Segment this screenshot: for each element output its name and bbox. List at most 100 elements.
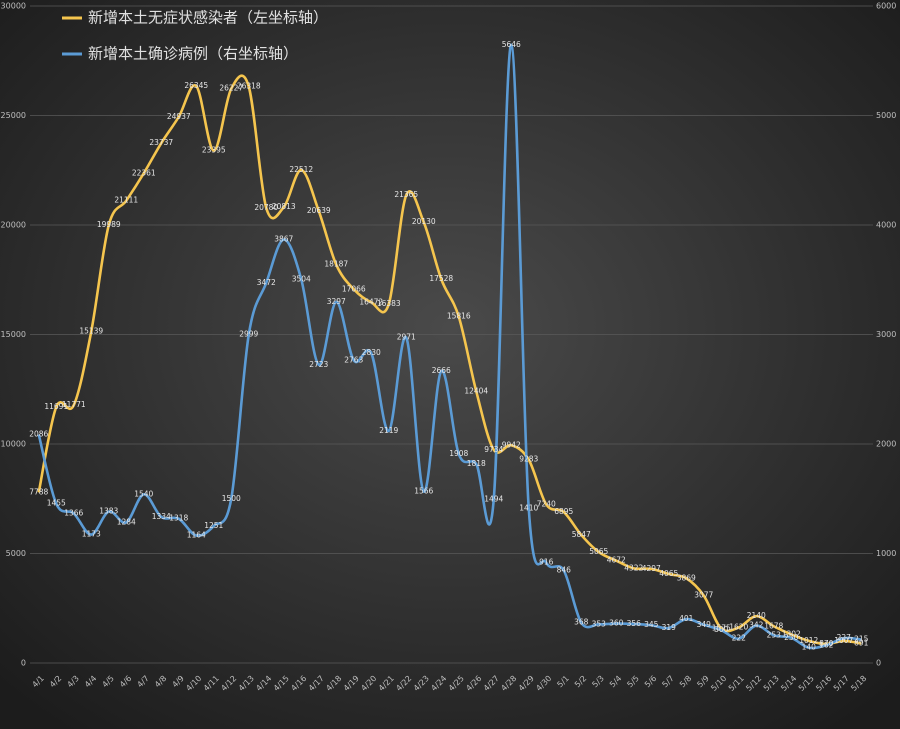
data-label: 24937 <box>167 112 191 121</box>
data-label: 19989 <box>97 220 121 229</box>
data-label: 22512 <box>289 165 313 174</box>
data-label: 222 <box>732 634 747 643</box>
data-label: 5646 <box>502 40 521 49</box>
data-label: 20639 <box>307 206 331 215</box>
data-label: 2830 <box>362 348 381 357</box>
data-label: 3869 <box>677 573 696 582</box>
series-line <box>37 74 862 646</box>
data-label: 15139 <box>79 326 103 335</box>
data-label: 1575 <box>712 624 731 633</box>
data-label: 1494 <box>484 494 503 503</box>
y2-tick-label: 3000 <box>876 330 896 339</box>
data-label: 1566 <box>414 487 433 496</box>
data-label: 1540 <box>134 489 153 498</box>
y2-tick-label: 5000 <box>876 111 896 120</box>
data-label: 11691 <box>44 402 68 411</box>
data-label: 3472 <box>257 278 276 287</box>
data-label: 23737 <box>149 138 173 147</box>
data-label: 353 <box>592 619 607 628</box>
legend-label: 新增本土确诊病例（右坐标轴） <box>88 45 298 63</box>
data-label: 9734 <box>484 445 503 454</box>
data-label: 300 <box>714 625 729 634</box>
data-label: 162 <box>819 640 834 649</box>
data-label: 16383 <box>377 299 401 308</box>
data-label: 401 <box>679 614 694 623</box>
legend: 新增本土无症状感染者（左坐标轴） 新增本土确诊病例（右坐标轴） <box>62 9 328 63</box>
data-label: 6895 <box>554 507 573 516</box>
data-label: 1678 <box>764 621 783 630</box>
data-label: 1818 <box>467 459 486 468</box>
y-tick-label: 20000 <box>1 221 26 230</box>
data-label: 2971 <box>397 333 416 342</box>
data-label: 1410 <box>519 504 538 513</box>
data-label: 15816 <box>447 312 471 321</box>
data-label: 230 <box>784 633 799 642</box>
data-label: 22361 <box>132 168 156 177</box>
data-label: 253 <box>767 630 782 639</box>
data-label: 846 <box>557 565 572 574</box>
data-label: 349 <box>697 620 712 629</box>
data-label: 2666 <box>432 366 451 375</box>
data-label: 3504 <box>292 274 311 283</box>
data-label: 891 <box>854 638 869 647</box>
data-label: 140 <box>802 643 817 652</box>
data-label: 2763 <box>344 355 363 364</box>
y2-tick-label: 6000 <box>876 2 896 11</box>
data-label: 26318 <box>237 82 261 91</box>
y-tick-label: 25000 <box>1 111 26 120</box>
data-label: 4672 <box>607 556 626 565</box>
y2-tick-label: 0 <box>876 659 881 668</box>
y-tick-label: 15000 <box>1 330 26 339</box>
data-label: 916 <box>539 558 554 567</box>
data-label: 20130 <box>412 217 436 226</box>
data-label: 1164 <box>187 531 206 540</box>
series-line <box>37 43 862 650</box>
y2-tick-label: 4000 <box>876 221 896 230</box>
data-label: 18187 <box>324 260 348 269</box>
data-label: 7788 <box>29 487 48 496</box>
data-label: 20813 <box>272 202 296 211</box>
y-tick-label: 0 <box>21 659 26 668</box>
data-label: 1500 <box>222 494 241 503</box>
data-label: 2999 <box>239 330 258 339</box>
data-label: 368 <box>574 618 589 627</box>
data-label: 360 <box>609 619 624 628</box>
data-label: 16472 <box>359 297 383 306</box>
data-label: 1012 <box>799 636 818 645</box>
data-label: 3077 <box>694 591 713 600</box>
data-label: 1334 <box>152 512 171 521</box>
data-label: 4322 <box>624 563 643 572</box>
data-label: 345 <box>644 620 659 629</box>
data-label: 1173 <box>82 530 101 539</box>
data-label: 319 <box>662 623 677 632</box>
data-label: 21365 <box>394 190 418 199</box>
data-label: 9942 <box>502 440 521 449</box>
data-label: 2086 <box>29 430 48 439</box>
data-label: 26227 <box>219 84 243 93</box>
data-label: 227 <box>837 633 852 642</box>
data-label: 1284 <box>117 517 136 526</box>
data-label: 11771 <box>62 400 86 409</box>
y-tick-label: 5000 <box>6 549 26 558</box>
data-label: 17066 <box>342 284 366 293</box>
data-label: 20780 <box>254 203 278 212</box>
data-label: 2119 <box>379 426 398 435</box>
data-label: 4297 <box>642 564 661 573</box>
data-label: 12404 <box>464 386 488 395</box>
data-label: 356 <box>627 619 642 628</box>
data-label: 1908 <box>449 449 468 458</box>
data-label: 5847 <box>572 530 591 539</box>
data-label: 26345 <box>184 81 208 90</box>
y-tick-label: 30000 <box>1 2 26 11</box>
data-label: 870 <box>819 639 834 648</box>
data-label: 2723 <box>309 360 328 369</box>
y2-tick-label: 1000 <box>876 549 896 558</box>
data-label: 17528 <box>429 274 453 283</box>
plot <box>37 43 862 650</box>
data-label: 1251 <box>204 521 223 530</box>
data-label: 1302 <box>782 629 801 638</box>
data-label: 1620 <box>729 623 748 632</box>
